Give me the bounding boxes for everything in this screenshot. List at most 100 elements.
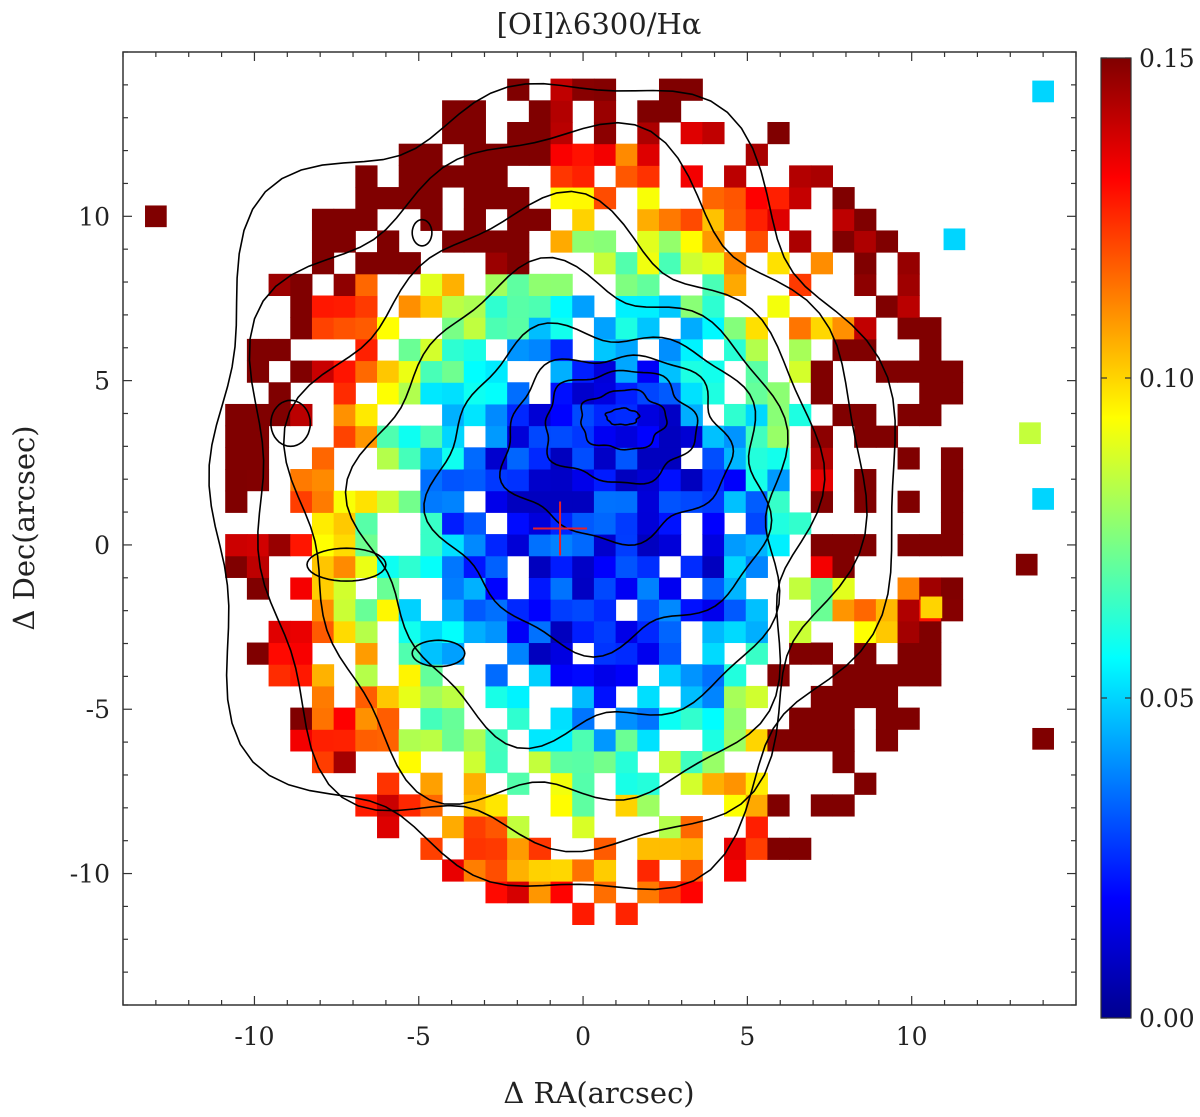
heatmap-cell xyxy=(485,534,508,557)
heatmap-cell xyxy=(658,881,682,904)
heatmap-cell xyxy=(463,816,486,839)
heatmap-cell xyxy=(442,338,465,362)
heatmap-cell xyxy=(832,534,855,557)
heatmap-cell xyxy=(702,447,725,470)
heatmap-cell xyxy=(442,859,465,882)
heatmap-cell xyxy=(702,121,725,145)
heatmap-cell xyxy=(810,469,833,492)
heatmap-cell xyxy=(789,230,812,253)
heatmap-cell xyxy=(550,230,573,253)
contour-line xyxy=(498,354,735,547)
heatmap-cell xyxy=(485,577,508,600)
heatmap-cell xyxy=(507,121,530,145)
heatmap-cell xyxy=(810,555,833,578)
x-tick-label: -10 xyxy=(234,1022,274,1051)
heatmap-cell xyxy=(810,165,833,188)
heatmap-cell xyxy=(333,360,356,383)
heatmap-cell xyxy=(745,794,768,817)
heatmap-cell xyxy=(485,685,508,709)
heatmap-cell xyxy=(311,620,335,644)
heatmap-cell xyxy=(615,425,638,448)
heatmap-cell xyxy=(919,403,942,427)
heatmap-cell xyxy=(507,252,530,275)
heatmap-cell xyxy=(572,447,595,470)
heatmap-cell xyxy=(724,555,747,578)
heatmap-cell xyxy=(485,295,508,318)
heatmap-cell xyxy=(485,750,508,774)
heatmap-cell xyxy=(550,338,573,362)
heatmap-cell xyxy=(507,295,530,318)
heatmap-cell xyxy=(940,577,964,600)
heatmap-cell xyxy=(702,534,725,557)
heatmap-cell xyxy=(507,512,530,535)
heatmap-cell xyxy=(420,642,443,665)
heatmap-cell xyxy=(333,534,356,557)
heatmap-cell xyxy=(789,165,812,188)
heatmap-cell xyxy=(810,599,833,622)
heatmap-cell xyxy=(420,295,443,318)
heatmap-cell xyxy=(355,664,378,687)
heatmap-cell xyxy=(745,555,768,578)
heatmap-cell xyxy=(311,750,335,774)
heatmap-cell xyxy=(485,599,508,622)
heatmap-cell xyxy=(919,338,942,362)
heatmap-cell xyxy=(311,707,335,730)
heatmap-cell xyxy=(268,664,291,687)
heatmap-cell xyxy=(789,512,812,535)
heatmap-cell xyxy=(920,596,943,619)
colorbar xyxy=(1100,57,1132,1019)
heatmap-cell xyxy=(702,317,725,340)
heatmap-cell xyxy=(550,881,573,904)
heatmap-cell xyxy=(290,642,313,665)
heatmap-cell xyxy=(507,143,530,166)
heatmap-cell xyxy=(550,534,573,557)
heatmap-cell xyxy=(442,599,465,622)
heatmap-cell xyxy=(528,143,552,166)
heatmap-cell xyxy=(572,685,595,709)
heatmap-cell xyxy=(745,729,768,752)
axes-ticks: -10 -5 0 5 10 -10 -5 0 5 10 xyxy=(70,51,1077,1051)
heatmap-cell xyxy=(680,707,703,730)
heatmap-cell xyxy=(702,555,725,578)
heatmap-cell xyxy=(550,620,573,644)
heatmap-cell xyxy=(724,664,747,687)
heatmap-cell xyxy=(485,620,508,644)
heatmap-cell xyxy=(615,317,638,340)
heatmap-cell xyxy=(745,230,768,253)
heatmap-cell xyxy=(702,208,725,231)
heatmap-cell xyxy=(550,577,573,600)
x-axis-title: Δ RA(arcsec) xyxy=(503,1076,694,1110)
heatmap-cell xyxy=(854,252,877,275)
heatmap-cell xyxy=(528,295,552,318)
contour-line xyxy=(411,218,433,247)
heatmap-cell xyxy=(875,599,899,622)
heatmap-cell xyxy=(724,490,747,513)
heatmap-cell xyxy=(724,599,747,622)
heatmap-cell xyxy=(442,295,465,318)
heatmap-cell xyxy=(897,360,920,383)
heatmap-cell xyxy=(832,555,855,578)
heatmap-cell xyxy=(420,794,443,817)
heatmap-cell xyxy=(507,187,530,210)
heatmap-cell xyxy=(919,382,942,405)
heatmap-cell xyxy=(333,707,356,730)
heatmap-cell xyxy=(593,382,617,405)
heatmap-cell xyxy=(637,143,660,166)
heatmap-cell xyxy=(637,599,660,622)
heatmap-cell xyxy=(442,577,465,600)
heatmap-cell xyxy=(680,837,703,860)
heatmap-cell xyxy=(311,317,335,340)
heatmap-cell xyxy=(311,208,335,231)
heatmap-cell xyxy=(268,382,291,405)
heatmap-cell xyxy=(377,360,400,383)
heatmap-cell xyxy=(702,685,725,709)
heatmap-cell xyxy=(463,512,486,535)
heatmap-cell xyxy=(225,534,248,557)
heatmap-cell xyxy=(875,295,899,318)
contour-line xyxy=(580,388,668,451)
y-tick-label: 10 xyxy=(78,202,110,231)
heatmap-cell xyxy=(637,729,660,752)
heatmap-cell xyxy=(463,750,486,774)
contour-line xyxy=(208,82,896,891)
